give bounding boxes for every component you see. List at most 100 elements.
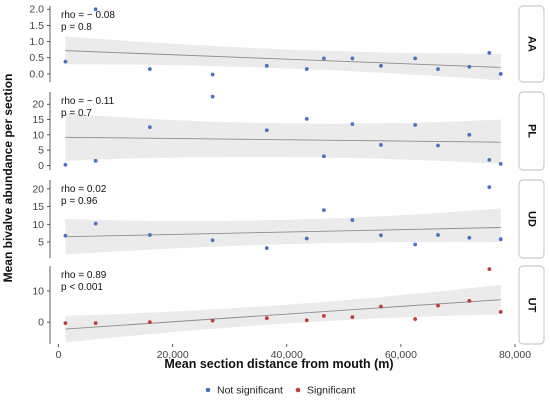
data-point xyxy=(413,242,418,247)
confidence-band xyxy=(65,208,501,255)
data-point xyxy=(498,161,503,166)
data-point xyxy=(304,318,309,323)
facet-strip-label: UT xyxy=(526,298,538,313)
y-tick-label: 20 xyxy=(32,183,44,195)
facet-strip-label: PL xyxy=(526,124,538,138)
data-point xyxy=(321,154,326,159)
legend-marker-significant xyxy=(295,387,301,393)
fit-line xyxy=(65,299,501,330)
data-point xyxy=(264,63,269,68)
y-tick-label: 0 xyxy=(38,160,44,172)
y-tick-label: 1.0 xyxy=(29,36,44,48)
data-point xyxy=(436,67,440,71)
rho-annotation: rho = 0.02 xyxy=(61,184,107,195)
x-tick-label: 20,000 xyxy=(157,349,189,361)
y-tick-label: 20 xyxy=(32,99,44,111)
rho-annotation: rho = 0.89 xyxy=(61,270,107,281)
facet-strip xyxy=(518,91,545,171)
data-point xyxy=(350,56,355,61)
facet-strip xyxy=(518,265,545,345)
data-point xyxy=(379,233,383,238)
chart-panels: 0.0 0.5 1.0 1.5 2.0 rho = − 0.08p = 0.8 AA 0 5 10… xyxy=(29,4,545,345)
data-point xyxy=(147,67,152,71)
data-point xyxy=(467,64,472,69)
data-point xyxy=(147,233,152,237)
x-tick-label: 80,000 xyxy=(499,349,531,361)
data-point xyxy=(210,318,215,323)
data-point xyxy=(93,7,98,12)
data-point xyxy=(487,267,492,272)
data-point xyxy=(487,158,492,162)
fit-line xyxy=(65,50,501,68)
y-tick-label: 10 xyxy=(32,285,44,297)
data-point xyxy=(498,309,503,314)
data-point xyxy=(93,321,98,325)
fit-line xyxy=(65,136,501,143)
legend: Not significant Significant xyxy=(205,385,356,397)
y-tick-label: 0 xyxy=(38,317,44,329)
x-tick-label: 60,000 xyxy=(385,349,417,361)
data-point xyxy=(350,315,355,320)
legend-marker-not-significant xyxy=(205,387,211,393)
x-tick-label: 0 xyxy=(56,349,62,361)
data-point xyxy=(487,185,492,189)
data-point xyxy=(304,67,309,71)
data-point xyxy=(63,233,68,238)
data-point xyxy=(210,94,215,99)
panel-ud: 5 10 15 20 rho = 0.02p = 0.96 UD xyxy=(32,179,545,259)
y-tick-label: 15 xyxy=(32,201,44,213)
data-point xyxy=(321,208,326,213)
facet-strip xyxy=(518,179,545,259)
legend-label-significant: Significant xyxy=(307,385,356,397)
data-point xyxy=(147,320,152,325)
data-point xyxy=(63,321,68,325)
data-point xyxy=(379,63,383,68)
data-point xyxy=(467,132,472,137)
data-point xyxy=(350,218,355,222)
y-axis-label: Mean bivalve abundance per section xyxy=(1,74,15,283)
data-point xyxy=(467,299,472,303)
confidence-band xyxy=(65,113,501,164)
legend-label-not-significant: Not significant xyxy=(217,385,283,397)
data-point xyxy=(93,221,98,226)
p-annotation: p = 0.7 xyxy=(61,108,92,119)
y-tick-label: 2.0 xyxy=(29,4,44,16)
data-point xyxy=(498,72,503,76)
facet-strip-label: UD xyxy=(526,211,538,227)
data-point xyxy=(63,59,68,64)
data-point xyxy=(321,314,326,318)
y-tick-label: 10 xyxy=(32,129,44,141)
data-point xyxy=(210,72,215,77)
data-point xyxy=(467,235,472,240)
data-point xyxy=(147,125,152,130)
p-annotation: p = 0.96 xyxy=(61,196,98,207)
panel-aa: 0.0 0.5 1.0 1.5 2.0 rho = − 0.08p = 0.8 AA xyxy=(29,4,545,83)
y-tick-label: 10 xyxy=(32,219,44,231)
confidence-band xyxy=(65,36,501,81)
x-axis: 0 20,000 40,000 60,000 80,000 xyxy=(56,344,531,361)
y-tick-label: 0.0 xyxy=(29,68,44,80)
data-point xyxy=(63,162,68,167)
data-point xyxy=(304,236,309,241)
y-tick-label: 0.5 xyxy=(29,52,44,64)
panel-ut: 0 10 rho = 0.89p < 0.001 UT xyxy=(32,265,545,345)
fit-line xyxy=(65,227,501,238)
data-point xyxy=(436,303,440,308)
y-tick-label: 1.5 xyxy=(29,20,44,32)
data-point xyxy=(413,317,418,321)
x-tick-label: 40,000 xyxy=(271,349,303,361)
p-annotation: p < 0.001 xyxy=(61,282,103,293)
data-point xyxy=(436,143,440,148)
y-tick-label: 5 xyxy=(38,145,44,157)
rho-annotation: rho = − 0.08 xyxy=(61,10,115,21)
data-point xyxy=(379,304,383,309)
data-point xyxy=(93,158,98,163)
data-point xyxy=(304,117,309,121)
facet-strip-label: AA xyxy=(526,36,538,52)
data-point xyxy=(321,56,326,61)
p-annotation: p = 0.8 xyxy=(61,22,92,33)
data-point xyxy=(350,122,355,127)
x-axis-label: Mean section distance from mouth (m) xyxy=(164,357,393,371)
data-point xyxy=(210,238,215,243)
